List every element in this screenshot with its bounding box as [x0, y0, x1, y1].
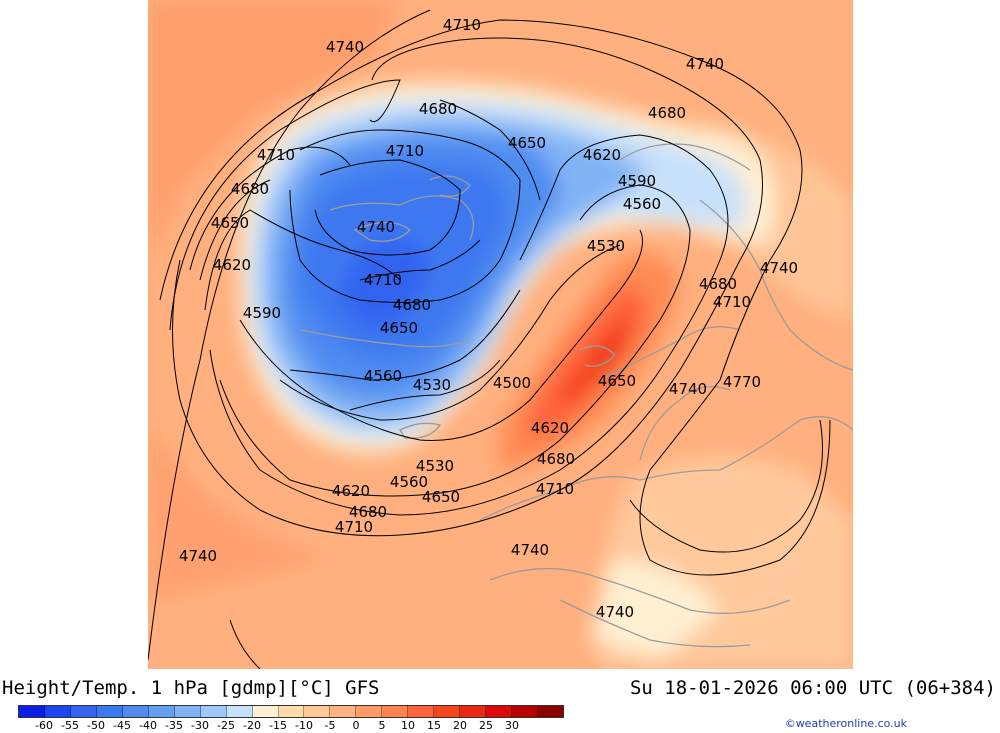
legend-swatch — [408, 706, 435, 717]
legend-swatch — [148, 706, 175, 717]
contour-label: 4680 — [419, 100, 457, 118]
legend-swatch — [174, 706, 201, 717]
legend-swatch — [434, 706, 461, 717]
legend-tick-label: -45 — [113, 719, 131, 732]
legend-swatch — [330, 706, 357, 717]
legend-tick-label: -30 — [191, 719, 209, 732]
contour-label: 4680 — [699, 275, 737, 293]
legend-swatch — [512, 706, 539, 717]
legend-tick-label: -55 — [61, 719, 79, 732]
legend-tick-label: -10 — [295, 719, 313, 732]
contour-label: 4620 — [213, 256, 251, 274]
contour-label: 4740 — [357, 218, 395, 236]
legend-tick-label: -50 — [87, 719, 105, 732]
legend-swatch — [278, 706, 305, 717]
contour-label: 4560 — [623, 195, 661, 213]
legend-swatch — [538, 706, 564, 717]
legend-tick-label: -5 — [324, 719, 336, 732]
contour-label: 4710 — [536, 480, 574, 498]
legend-tick-label: 10 — [401, 719, 415, 732]
contour-label: 4560 — [364, 367, 402, 385]
legend-swatch — [19, 706, 45, 717]
contour-label: 4530 — [413, 376, 451, 394]
contour-label: 4680 — [648, 104, 686, 122]
contour-label: 4710 — [386, 142, 424, 160]
contour-label: 4650 — [380, 319, 418, 337]
contour-label: 4530 — [587, 237, 625, 255]
contour-label: 4710 — [713, 293, 751, 311]
legend-swatch — [252, 706, 279, 717]
legend-swatch — [44, 706, 71, 717]
contour-label: 4620 — [332, 482, 370, 500]
legend-tick-label: 15 — [427, 719, 441, 732]
legend-tick-label: -35 — [165, 719, 183, 732]
legend-tick-label: -15 — [269, 719, 287, 732]
contour-label: 4680 — [537, 450, 575, 468]
chart-title: Height/Temp. 1 hPa [gdmp][°C] GFS — [2, 677, 380, 699]
legend-tick-label: 0 — [352, 719, 360, 732]
contour-label: 4560 — [390, 473, 428, 491]
legend-swatch — [486, 706, 513, 717]
contour-label: 4590 — [243, 304, 281, 322]
legend-swatch — [96, 706, 123, 717]
legend-swatch — [122, 706, 149, 717]
contour-label: 4680 — [231, 180, 269, 198]
legend-swatch — [200, 706, 227, 717]
contour-label: 4590 — [618, 172, 656, 190]
legend-tick-label: -20 — [243, 719, 261, 732]
legend-tick-label: 30 — [505, 719, 519, 732]
contour-label: 4650 — [211, 214, 249, 232]
legend-tick-labels: -60 -55 -50 -45 -40 -35 -30 -25 -20 -15 -10 -5 0 5 10 1… — [18, 719, 564, 733]
contour-label: 4740 — [760, 259, 798, 277]
contour-label: 4740 — [179, 547, 217, 565]
legend-tick-label: 5 — [378, 719, 386, 732]
legend-swatch — [382, 706, 409, 717]
credit-link[interactable]: ©weatheronline.co.uk — [784, 717, 907, 730]
legend-swatch — [460, 706, 487, 717]
contour-label: 4680 — [393, 296, 431, 314]
legend-tick-label: -60 — [35, 719, 53, 732]
contour-label: 4770 — [723, 373, 761, 391]
valid-time: Su 18-01-2026 06:00 UTC (06+384) — [629, 677, 996, 699]
contour-label: 4740 — [596, 603, 634, 621]
contour-label: 4650 — [508, 134, 546, 152]
contour-label: 4620 — [583, 146, 621, 164]
contour-label: 4710 — [443, 16, 481, 34]
legend-swatch — [356, 706, 383, 717]
color-legend — [18, 705, 564, 718]
contour-label: 4710 — [364, 271, 402, 289]
legend-swatch — [226, 706, 253, 717]
legend-tick-label: 25 — [479, 719, 493, 732]
contour-label: 4500 — [493, 374, 531, 392]
legend-swatch — [304, 706, 331, 717]
contour-label: 4740 — [326, 38, 364, 56]
legend-tick-label: -25 — [217, 719, 235, 732]
contour-label: 4650 — [422, 488, 460, 506]
legend-swatch — [70, 706, 97, 717]
contour-label: 4530 — [416, 457, 454, 475]
contour-label: 4740 — [511, 541, 549, 559]
contour-label: 4650 — [598, 372, 636, 390]
contour-label: 4680 — [349, 503, 387, 521]
contour-label: 4620 — [531, 419, 569, 437]
contour-label: 4740 — [686, 55, 724, 73]
contour-label: 4710 — [335, 518, 373, 536]
contour-label: 4710 — [257, 146, 295, 164]
legend-tick-label: -40 — [139, 719, 157, 732]
height-contours — [148, 9, 831, 669]
contour-label: 4740 — [669, 380, 707, 398]
legend-tick-label: 20 — [453, 719, 467, 732]
